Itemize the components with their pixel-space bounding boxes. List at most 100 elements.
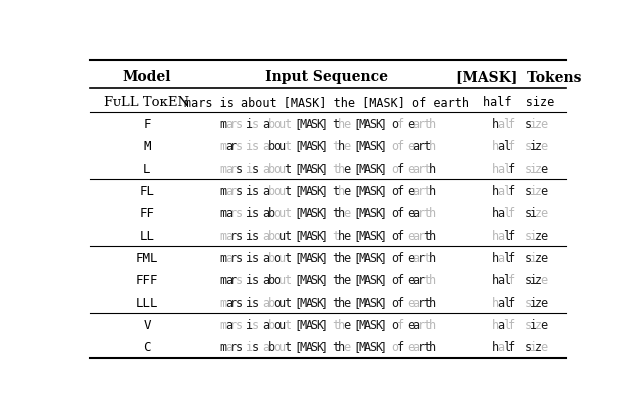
Text: a: a <box>412 318 420 331</box>
Text: z: z <box>535 229 542 242</box>
Text: i: i <box>530 229 537 242</box>
Text: s: s <box>524 185 531 197</box>
Text: t: t <box>423 207 430 220</box>
Text: i: i <box>246 318 253 331</box>
Text: i: i <box>246 274 253 287</box>
Text: i: i <box>530 207 537 220</box>
Text: t: t <box>332 318 339 331</box>
Text: [: [ <box>294 185 301 197</box>
Text: e: e <box>343 229 350 242</box>
Text: M: M <box>359 185 366 197</box>
Text: K: K <box>316 274 323 287</box>
Text: a: a <box>497 140 505 153</box>
Text: f: f <box>508 318 515 331</box>
Text: a: a <box>262 140 269 153</box>
Text: f: f <box>508 185 515 197</box>
Text: s: s <box>252 318 259 331</box>
Text: M: M <box>359 252 366 264</box>
Text: e: e <box>343 318 350 331</box>
Text: h: h <box>429 118 436 131</box>
Text: S: S <box>310 140 318 153</box>
Text: i: i <box>530 296 537 309</box>
Text: u: u <box>278 340 285 354</box>
Text: r: r <box>418 252 425 264</box>
Text: i: i <box>530 252 537 264</box>
Text: ]: ] <box>380 252 387 264</box>
Text: f: f <box>396 252 404 264</box>
Text: h: h <box>492 340 499 354</box>
Text: h: h <box>337 207 344 220</box>
Text: l: l <box>503 118 510 131</box>
Text: [: [ <box>294 274 301 287</box>
Text: M: M <box>143 140 150 153</box>
Text: e: e <box>343 296 350 309</box>
Text: t: t <box>284 252 291 264</box>
Text: b: b <box>268 252 275 264</box>
Text: M: M <box>300 162 307 175</box>
Text: FᴜLL TᴏᴋEN: FᴜLL TᴏᴋEN <box>104 95 189 109</box>
Text: [: [ <box>353 340 361 354</box>
Text: o: o <box>391 185 398 197</box>
Text: [: [ <box>353 318 361 331</box>
Text: l: l <box>503 140 510 153</box>
Text: [: [ <box>294 162 301 175</box>
Text: S: S <box>370 340 377 354</box>
Text: r: r <box>418 340 425 354</box>
Text: h: h <box>429 162 436 175</box>
Text: s: s <box>252 207 259 220</box>
Text: a: a <box>225 252 232 264</box>
Text: h: h <box>492 252 499 264</box>
Text: a: a <box>225 207 232 220</box>
Text: o: o <box>391 318 398 331</box>
Text: h: h <box>337 252 344 264</box>
Text: [: [ <box>294 252 301 264</box>
Text: h: h <box>429 318 436 331</box>
Text: o: o <box>273 296 280 309</box>
Text: s: s <box>252 118 259 131</box>
Text: t: t <box>284 274 291 287</box>
Text: e: e <box>343 207 350 220</box>
Text: S: S <box>310 274 318 287</box>
Text: M: M <box>359 274 366 287</box>
Text: ]: ] <box>380 296 387 309</box>
Text: s: s <box>236 229 243 242</box>
Text: t: t <box>332 162 339 175</box>
Text: r: r <box>418 274 425 287</box>
Text: F: F <box>143 118 150 131</box>
Text: s: s <box>236 274 243 287</box>
Text: s: s <box>524 274 531 287</box>
Text: m: m <box>220 207 227 220</box>
Text: ]: ] <box>321 185 328 197</box>
Text: t: t <box>332 207 339 220</box>
Text: A: A <box>305 340 312 354</box>
Text: h: h <box>337 162 344 175</box>
Text: u: u <box>278 185 285 197</box>
Text: S: S <box>310 118 318 131</box>
Text: r: r <box>418 318 425 331</box>
Text: m: m <box>220 140 227 153</box>
Text: b: b <box>268 274 275 287</box>
Text: o: o <box>391 207 398 220</box>
Text: A: A <box>305 318 312 331</box>
Text: b: b <box>268 318 275 331</box>
Text: o: o <box>273 185 280 197</box>
Text: s: s <box>524 162 531 175</box>
Text: m: m <box>220 162 227 175</box>
Text: half  size: half size <box>483 95 555 109</box>
Text: [: [ <box>353 296 361 309</box>
Text: V: V <box>143 318 150 331</box>
Text: u: u <box>278 274 285 287</box>
Text: e: e <box>540 252 547 264</box>
Text: S: S <box>310 318 318 331</box>
Text: S: S <box>370 207 377 220</box>
Text: s: s <box>252 162 259 175</box>
Text: s: s <box>236 185 243 197</box>
Text: m: m <box>220 229 227 242</box>
Text: b: b <box>268 118 275 131</box>
Text: h: h <box>429 252 436 264</box>
Text: o: o <box>391 162 398 175</box>
Text: s: s <box>236 296 243 309</box>
Text: h: h <box>429 229 436 242</box>
Text: A: A <box>305 229 312 242</box>
Text: K: K <box>316 207 323 220</box>
